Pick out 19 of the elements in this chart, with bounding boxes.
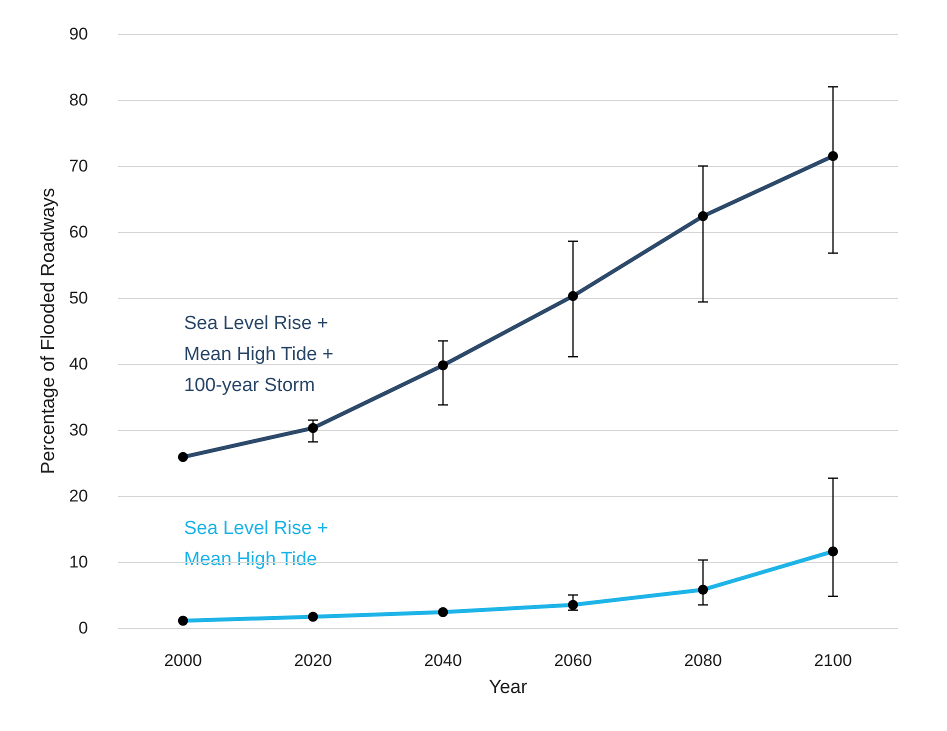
x-axis-title: Year	[488, 677, 528, 698]
x-tick-label: 2000	[164, 651, 202, 670]
y-tick-label: 70	[69, 156, 88, 176]
x-tick-label: 2040	[424, 651, 462, 670]
y-tick-label: 90	[69, 24, 88, 44]
y-tick-label: 10	[69, 552, 88, 572]
y-axis-title: Percentage of Flooded Roadways	[38, 188, 59, 474]
x-tick-label: 2080	[684, 651, 722, 670]
x-tick-label: 2060	[554, 651, 592, 670]
x-tick-label: 2100	[814, 651, 852, 670]
y-tick-label: 50	[69, 288, 88, 308]
y-tick-label: 0	[78, 618, 88, 638]
y-tick-label: 60	[69, 222, 88, 242]
y-tick-label: 80	[69, 90, 88, 110]
y-tick-label: 20	[69, 486, 88, 506]
y-tick-label: 40	[69, 354, 88, 374]
x-tick-label: 2020	[294, 651, 332, 670]
y-tick-label: 30	[69, 420, 88, 440]
series-label: Sea Level Rise + Mean High Tide + 100-year Storm	[184, 313, 334, 396]
